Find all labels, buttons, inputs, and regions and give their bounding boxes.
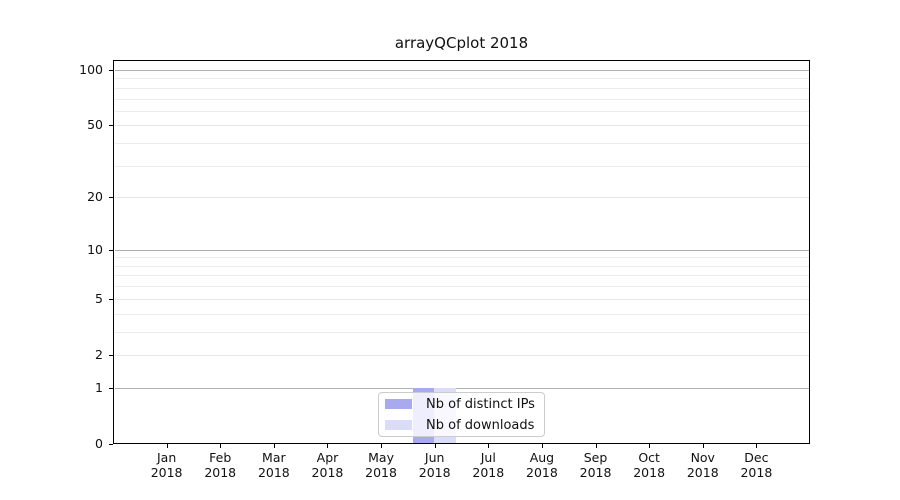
gridline-major <box>115 298 809 300</box>
legend-swatch-downloads <box>385 420 412 430</box>
legend-label-downloads: Nb of downloads <box>426 417 535 433</box>
gridline-minor <box>115 98 809 100</box>
x-tick-label: Feb 2018 <box>204 450 237 480</box>
x-tick-mark <box>488 444 490 448</box>
y-tick-label: 100 <box>79 62 103 77</box>
y-tick-label: 10 <box>87 241 103 257</box>
x-tick-label: May 2018 <box>365 450 397 480</box>
x-tick-mark <box>166 444 168 448</box>
x-tick-mark <box>434 444 436 448</box>
chart-title: arrayQCplot 2018 <box>394 34 529 52</box>
x-tick-label: Aug 2018 <box>526 450 558 480</box>
gridline-decade <box>115 70 809 71</box>
legend-entry-downloads: Nb of downloads <box>385 416 544 435</box>
x-tick-mark <box>541 444 543 448</box>
y-tick-mark <box>109 70 113 71</box>
gridline-minor <box>115 143 809 145</box>
y-tick-mark <box>109 125 113 127</box>
gridline-major <box>115 197 809 199</box>
gridline-decade <box>115 249 809 251</box>
gridline-minor <box>115 87 809 89</box>
gridline-minor <box>115 257 809 259</box>
x-tick-label: Oct 2018 <box>633 450 666 480</box>
gridline-minor <box>115 78 809 80</box>
y-tick-label: 0 <box>95 436 103 451</box>
legend-label-distinct-ips: Nb of distinct IPs <box>426 396 535 412</box>
y-tick-mark <box>109 298 113 300</box>
gridline-minor <box>115 286 809 288</box>
y-tick-mark <box>109 444 113 445</box>
legend: Nb of distinct IPs Nb of downloads <box>378 392 545 437</box>
gridline-minor <box>115 275 809 277</box>
x-tick-label: Dec 2018 <box>740 450 773 480</box>
gridline-major <box>115 125 809 127</box>
x-tick-label: Jul 2018 <box>472 450 505 480</box>
gridline-minor <box>115 313 809 315</box>
gridline-minor <box>115 165 809 167</box>
x-tick-label: Apr 2018 <box>311 450 344 480</box>
y-tick-label: 50 <box>87 117 103 133</box>
x-tick-mark <box>649 444 651 448</box>
legend-entry-distinct-ips: Nb of distinct IPs <box>385 395 544 414</box>
gridline-minor <box>115 331 809 333</box>
y-tick-label: 5 <box>95 290 103 306</box>
x-tick-label: Sep 2018 <box>579 450 612 480</box>
y-tick-mark <box>109 197 113 199</box>
x-tick-label: Mar 2018 <box>257 450 290 480</box>
x-tick-mark <box>381 444 383 448</box>
x-tick-mark <box>702 444 704 448</box>
gridline-decade <box>115 387 809 389</box>
y-tick-mark <box>109 387 113 389</box>
x-tick-mark <box>595 444 597 448</box>
y-tick-label: 1 <box>95 379 103 395</box>
plot-area-border <box>113 60 810 444</box>
x-tick-label: Jun 2018 <box>418 450 451 480</box>
legend-swatch-distinct-ips <box>385 399 412 409</box>
gridline-minor <box>115 110 809 112</box>
y-tick-label: 20 <box>87 189 103 205</box>
x-tick-mark <box>220 444 222 448</box>
x-tick-label: Jan 2018 <box>150 450 183 480</box>
x-tick-label: Nov 2018 <box>686 450 719 480</box>
x-tick-mark <box>273 444 275 448</box>
y-tick-mark <box>109 249 113 251</box>
gridline-minor <box>115 265 809 267</box>
gridline-major <box>115 354 809 356</box>
y-tick-label: 2 <box>95 346 103 362</box>
x-tick-mark <box>756 444 758 448</box>
x-tick-mark <box>327 444 329 448</box>
y-tick-mark <box>109 354 113 356</box>
